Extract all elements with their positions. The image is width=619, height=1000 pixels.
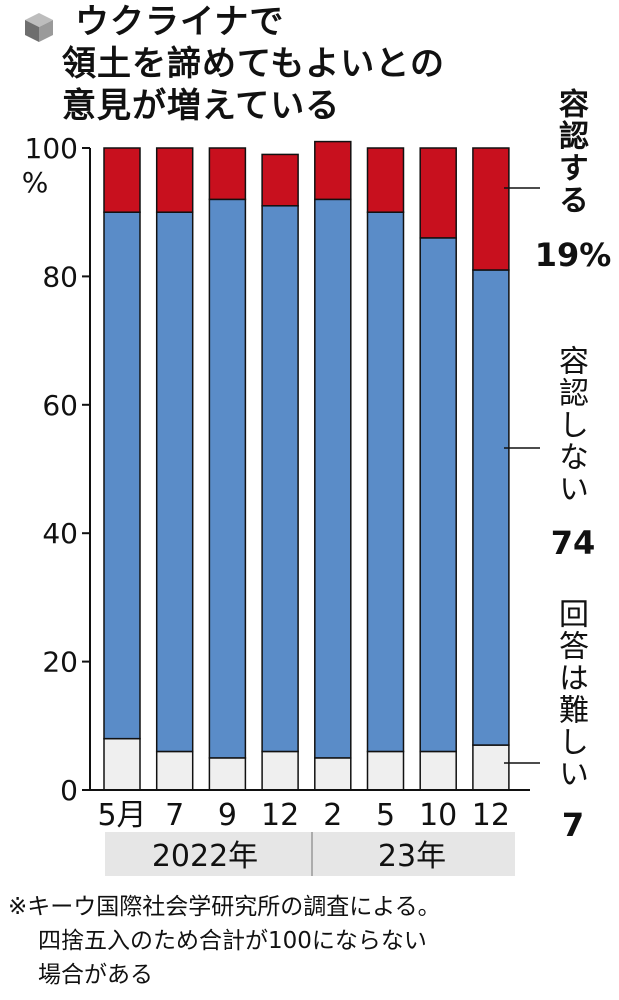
y-tick-labels: 100 80 60 40 20 0 <box>25 132 90 807</box>
y-tick-label: 40 <box>42 517 78 550</box>
title-line-1: ウクライナで <box>75 2 285 42</box>
year-band <box>105 832 515 876</box>
reject-value: 74 <box>550 524 596 562</box>
x-tick-label: 2 <box>323 798 342 833</box>
y-tick-label: 60 <box>42 389 78 422</box>
x-tick-label: 7 <box>165 798 184 833</box>
bar-segment-accept <box>419 147 457 239</box>
bar-segment-hard <box>472 744 510 791</box>
note-line-1: ※キーウ国際社会学研究所の調査による。 <box>8 894 441 920</box>
bars-group <box>103 140 510 791</box>
bar-segment-accept <box>472 147 510 271</box>
accept-label: 容認する <box>553 88 588 216</box>
y-tick-label: 80 <box>42 260 78 293</box>
hard-value: 7 <box>561 806 585 844</box>
bar-segment-reject <box>261 205 299 753</box>
bar-segment-accept <box>314 140 352 201</box>
bar-segment-hard <box>208 757 247 791</box>
bar-segment-accept <box>261 153 299 207</box>
y-tick-label: 100 <box>25 132 78 165</box>
bar-segment-hard <box>314 757 352 791</box>
note-line-3: 場合がある <box>38 962 153 988</box>
bar-segment-reject <box>472 269 510 746</box>
bar-segment-accept <box>103 147 141 213</box>
bar-segment-reject <box>366 211 405 753</box>
bar-segment-accept <box>366 147 405 213</box>
y-tick-label: 20 <box>42 646 78 679</box>
bar-segment-reject <box>314 198 352 759</box>
y-tick-label: 0 <box>60 774 78 807</box>
title-line-3: 意見が増えている <box>62 86 341 126</box>
bar-segment-hard <box>419 750 457 791</box>
accept-value: 19% <box>534 236 612 274</box>
cube-icon <box>22 10 56 48</box>
note-line-2: 四捨五入のため合計が100にならない <box>38 928 427 954</box>
x-tick-label: 10 <box>419 798 457 833</box>
bar-segment-reject <box>208 198 247 759</box>
title-line-2: 領土を諦めてもよいとの <box>62 44 445 84</box>
x-tick-label: 12 <box>261 798 299 833</box>
bar-segment-hard <box>366 750 405 791</box>
x-tick-label: 9 <box>218 798 237 833</box>
bar-segment-reject <box>103 211 141 740</box>
x-tick-label: 5月 <box>97 798 146 833</box>
bar-segment-hard <box>103 737 141 791</box>
year-label-2022: 2022年 <box>152 839 258 874</box>
bar-segment-hard <box>155 750 194 791</box>
bar-segment-accept <box>155 147 194 213</box>
x-tick-labels: 5月 7 9 12 2 5 10 12 <box>97 798 510 833</box>
bar-segment-reject <box>419 237 457 753</box>
year-label-2023: 23年 <box>378 839 446 874</box>
reject-label: 容認しない <box>553 345 588 505</box>
bar-segment-accept <box>208 147 247 201</box>
bar-segment-reject <box>155 211 194 753</box>
x-tick-label: 12 <box>472 798 510 833</box>
y-unit-label: % <box>22 166 49 199</box>
x-tick-label: 5 <box>376 798 395 833</box>
bar-segment-hard <box>261 750 299 791</box>
hard-label: 回答は難しい <box>553 598 588 790</box>
